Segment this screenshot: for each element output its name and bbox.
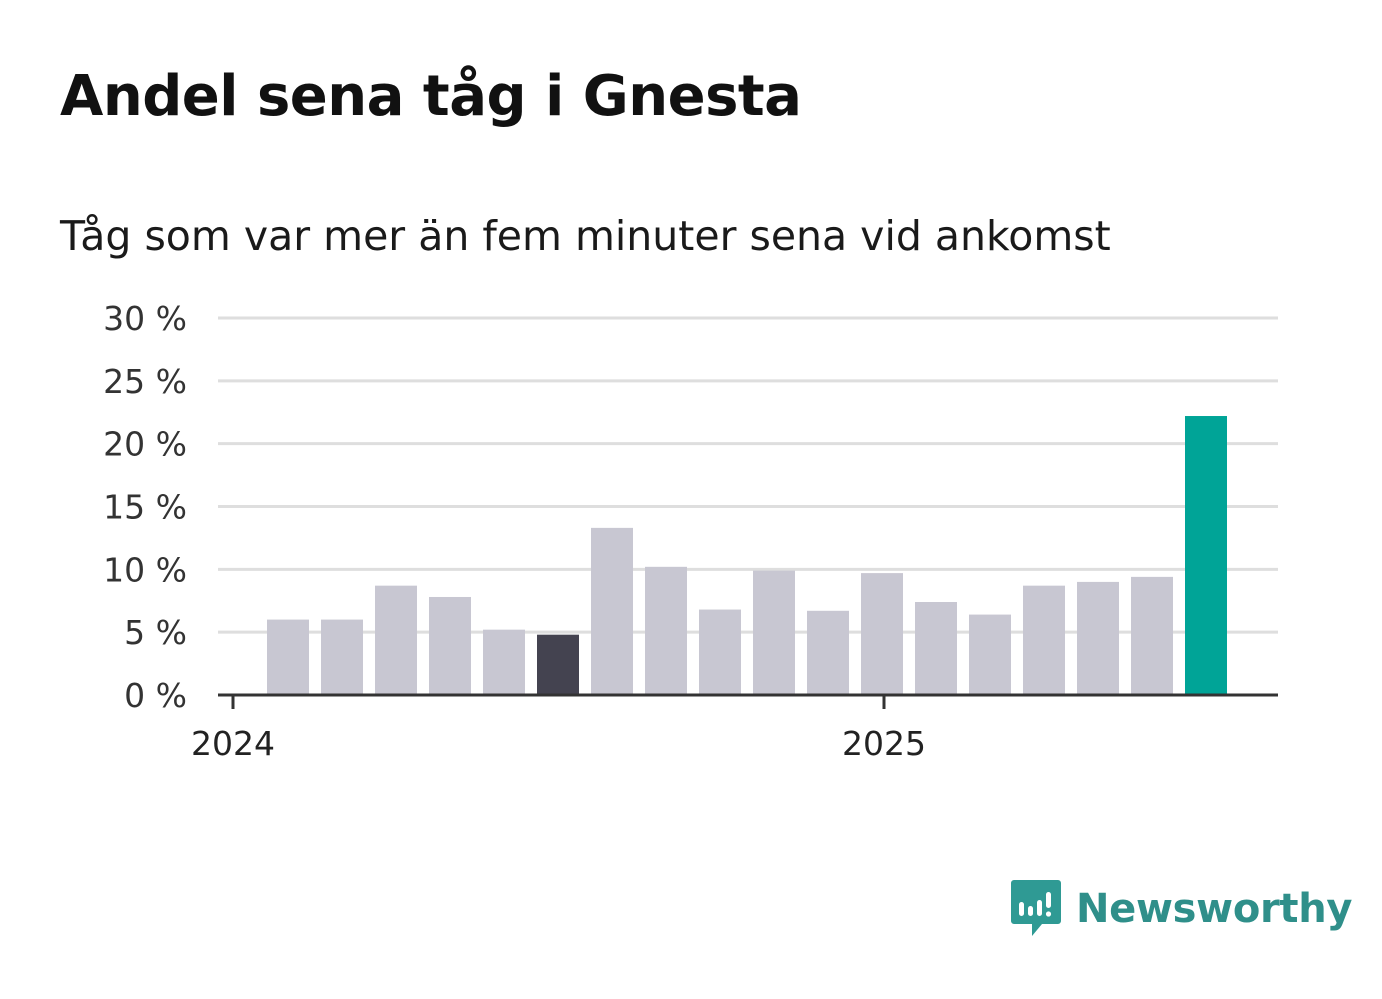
bar [429, 596, 471, 695]
bar [375, 585, 417, 695]
bar [969, 614, 1011, 695]
y-tick-label: 15 % [103, 488, 187, 527]
y-axis-tick-labels: 0 % 5 % 10 % 15 % 20 % 25 % 30 % [103, 299, 187, 715]
bar [753, 570, 795, 695]
bar [645, 566, 687, 695]
bar [483, 629, 525, 695]
chart-subtitle: Tåg som var mer än fem minuter sena vid … [60, 212, 1111, 260]
bar [699, 609, 741, 695]
x-axis: 2024 2025 [191, 693, 1278, 763]
bar [1077, 581, 1119, 695]
bar [807, 610, 849, 695]
bar [1131, 576, 1173, 695]
chart-title: Andel sena tåg i Gnesta [60, 64, 802, 129]
y-tick-label: 20 % [103, 425, 187, 464]
bar [1185, 416, 1227, 695]
y-tick-label: 0 % [124, 676, 187, 715]
y-tick-label: 30 % [103, 299, 187, 338]
bars [267, 416, 1227, 695]
bar [537, 634, 579, 695]
newsworthy-logo: Newsworthy [1010, 878, 1353, 940]
bar [861, 573, 903, 695]
bar [591, 527, 633, 695]
y-tick-label: 10 % [103, 550, 187, 589]
x-tick-label: 2025 [842, 724, 926, 763]
bar-chart: 0 % 5 % 10 % 15 % 20 % 25 % 30 % 2024 2025 [103, 299, 1278, 763]
x-tick-label: 2024 [191, 724, 275, 763]
newsworthy-logo-icon [1011, 880, 1061, 936]
bar [1023, 585, 1065, 695]
bar [267, 619, 309, 695]
brand-name: Newsworthy [1076, 886, 1353, 932]
y-tick-label: 5 % [124, 613, 187, 652]
y-tick-label: 25 % [103, 362, 187, 401]
bar [915, 602, 957, 695]
bar [321, 619, 363, 695]
